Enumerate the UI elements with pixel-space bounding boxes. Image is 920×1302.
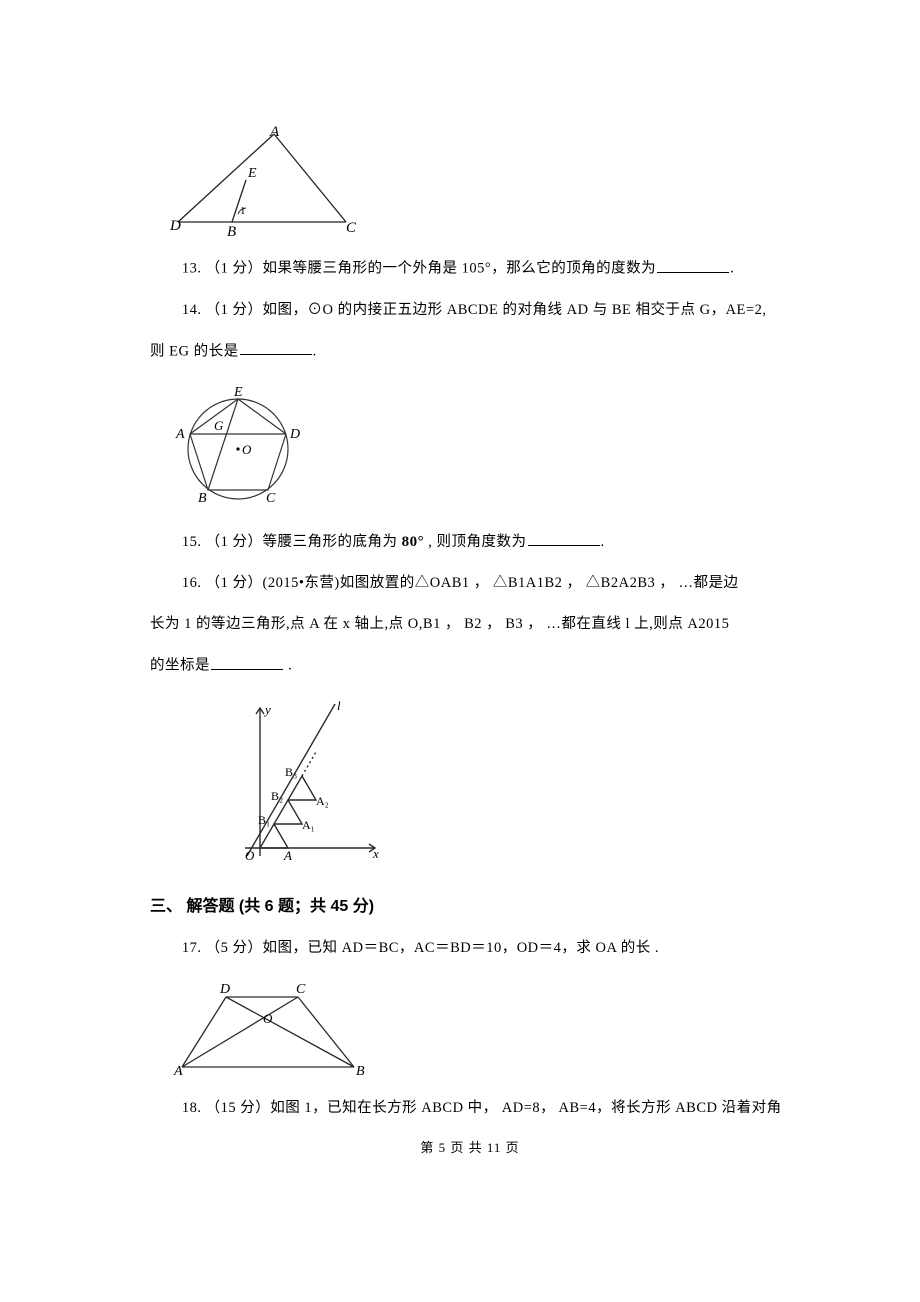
label-B: B: [356, 1064, 365, 1079]
figure-q14: E A D B C G O: [170, 382, 790, 512]
q15-bold: 80°: [402, 534, 425, 550]
q14-blank: [240, 340, 312, 356]
q16-text-a: 如图放置的△OAB1 ， △B1A1B2 ， △B2A2B3 ， …都是边: [340, 575, 739, 591]
q14-pts: （1 分）: [206, 302, 263, 318]
label-A: A: [283, 848, 292, 863]
label-B: B: [198, 491, 207, 506]
label-B1: B₁: [258, 813, 270, 827]
q15-pts: （1 分）: [206, 534, 263, 550]
q13-num: 13.: [182, 261, 202, 277]
label-B3: B₃: [285, 765, 297, 779]
q15-text-a: 等腰三角形的底角为: [263, 534, 402, 550]
question-17: 17. （5 分）如图，已知 AD＝BC，AC＝BD＝10，OD＝4，求 OA …: [150, 937, 790, 960]
q15-blank: [528, 530, 600, 546]
label-y: y: [263, 702, 271, 717]
label-A: A: [175, 427, 185, 442]
label-D: D: [289, 427, 300, 442]
page-footer: 第 5 页 共 11 页: [150, 1138, 790, 1159]
q18-pts: （15 分）: [206, 1100, 271, 1116]
footer-cur: 5: [439, 1140, 447, 1155]
q17-pts: （5 分）: [206, 940, 263, 956]
section-3-title: 三、 解答题 (共 6 题；共 45 分): [150, 894, 790, 920]
label-E: E: [247, 166, 257, 181]
label-l: l: [337, 698, 341, 713]
label-1: 1: [240, 205, 246, 217]
question-16-line1: 16. （1 分）(2015•东营)如图放置的△OAB1 ， △B1A1B2 ，…: [150, 572, 790, 595]
q13-blank: [657, 257, 729, 273]
q14-num: 14.: [182, 302, 202, 318]
label-B2: B₂: [271, 789, 283, 803]
q14-text-b: 则 EG 的长是: [150, 343, 239, 359]
label-C: C: [346, 220, 357, 236]
label-x: x: [372, 846, 379, 861]
q13-pts: （1 分）: [206, 261, 263, 277]
q16-blank: [211, 654, 283, 670]
q17-num: 17.: [182, 940, 202, 956]
q14-period: .: [313, 343, 317, 359]
q18-num: 18.: [182, 1100, 202, 1116]
figure-q12: A D B C E 1: [170, 124, 790, 239]
q16-pts: （1 分）: [206, 575, 263, 591]
q18-text: 如图 1，已知在长方形 ABCD 中， AD=8， AB=4，将长方形 ABCD…: [270, 1100, 781, 1116]
q15-num: 15.: [182, 534, 202, 550]
footer-b: 页 共: [446, 1140, 487, 1155]
question-18: 18. （15 分）如图 1，已知在长方形 ABCD 中， AD=8， AB=4…: [150, 1097, 790, 1120]
q16-text-b: 长为 1 的等边三角形,点 A 在 x 轴上,点 O,B1 ， B2 ， B3 …: [150, 616, 729, 632]
question-15: 15. （1 分）等腰三角形的底角为 80° , 则顶角度数为.: [150, 530, 790, 554]
q13-period: .: [730, 261, 734, 277]
page: A D B C E 1 13. （1 分）如果等腰三角形的一个外角是 105°，…: [0, 0, 920, 1199]
label-D: D: [170, 218, 181, 234]
label-A2: A₂: [316, 794, 329, 808]
label-O: O: [242, 442, 252, 457]
label-O: O: [263, 1011, 273, 1026]
footer-total: 11: [487, 1140, 502, 1155]
footer-c: 页: [501, 1140, 519, 1155]
label-B: B: [227, 224, 236, 239]
q17-text: 如图，已知 AD＝BC，AC＝BD＝10，OD＝4，求 OA 的长 .: [263, 940, 660, 956]
q16-src: (2015•东营): [263, 575, 340, 591]
label-A1: A₁: [302, 818, 315, 832]
q16-num: 16.: [182, 575, 202, 591]
question-14-line1: 14. （1 分）如图，⊙O 的内接正五边形 ABCDE 的对角线 AD 与 B…: [150, 299, 790, 322]
q16-period: .: [284, 658, 292, 674]
q16-text-c: 的坐标是: [150, 658, 210, 674]
figure-q17: A B D C O: [170, 979, 790, 1079]
label-O: O: [245, 848, 255, 863]
footer-a: 第: [420, 1140, 438, 1155]
label-C: C: [266, 491, 276, 506]
question-16-line2: 长为 1 的等边三角形,点 A 在 x 轴上,点 O,B1 ， B2 ， B3 …: [150, 613, 790, 636]
label-C: C: [296, 982, 306, 997]
figure-q16: O A x y l A₁ A₂ B₁ B₂ B₃: [205, 696, 790, 866]
q15-text-b: , 则顶角度数为: [424, 534, 526, 550]
label-E: E: [233, 385, 243, 400]
q14-text-a: 如图，⊙O 的内接正五边形 ABCDE 的对角线 AD 与 BE 相交于点 G，…: [263, 302, 767, 318]
q13-text: 如果等腰三角形的一个外角是 105°，那么它的顶角的度数为: [263, 261, 657, 277]
q15-period: .: [601, 534, 605, 550]
label-A: A: [269, 124, 280, 140]
label-A: A: [173, 1064, 183, 1079]
question-13: 13. （1 分）如果等腰三角形的一个外角是 105°，那么它的顶角的度数为.: [150, 257, 790, 281]
question-14-line2: 则 EG 的长是.: [150, 340, 790, 364]
question-16-line3: 的坐标是 .: [150, 654, 790, 678]
label-D: D: [219, 982, 230, 997]
label-G: G: [214, 418, 224, 433]
